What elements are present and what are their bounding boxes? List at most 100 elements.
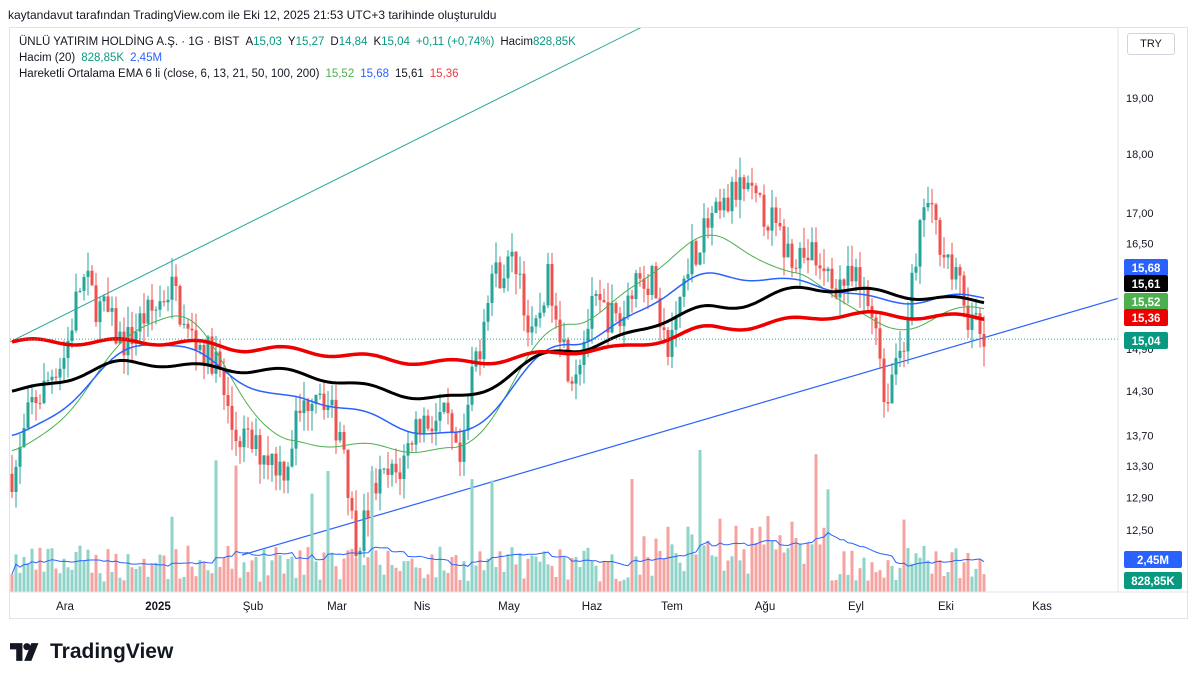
volume-bar [270,560,274,592]
volume-bar [442,570,446,592]
ema-indicator-name[interactable]: Hareketli Ortalama EMA 6 li (close, 6, 1… [19,68,320,80]
volume-bar [954,548,958,592]
volume-bar [54,568,58,592]
candle-body [146,299,150,324]
candle-body [354,510,358,557]
candle-body [530,326,534,333]
volume-bar [114,553,118,592]
candle-body [30,397,34,403]
candle-body [558,319,562,343]
volume-bar [714,556,718,592]
volume-bar [158,554,162,592]
candle-body [138,313,142,332]
symbol-title[interactable]: ÜNLÜ YATIRIM HOLDİNG A.Ş. · 1G · BIST [19,36,240,48]
candle-body [654,265,658,299]
price-tag-bg [1124,332,1168,349]
volume-bar [298,550,302,592]
candle-body [886,402,890,404]
candle-body [50,376,54,381]
candle-body [306,400,310,411]
candle-body [622,317,626,327]
volume-bar [630,479,634,592]
volume-bar [186,545,190,592]
candle-body [462,430,466,462]
volume-indicator-name[interactable]: Hacim (20) [19,52,76,64]
volume-bar [234,465,238,592]
y-tick-label: 17,00 [1126,208,1154,220]
ema-value-3: 15,61 [395,68,424,80]
candle-body [930,202,934,205]
volume-bar [166,578,170,592]
candle-body [866,287,870,307]
candle-body [350,497,354,511]
candle-body [658,298,662,328]
volume-bar [350,548,354,592]
candle-body [266,455,270,466]
volume-bar [930,573,934,592]
candle-body [682,278,686,297]
volume-bar [218,566,222,592]
currency-button[interactable]: TRY [1127,33,1175,55]
volume-bar [922,545,926,592]
volume-bar [870,562,874,592]
volume-bar [14,554,18,592]
candle-body [390,463,394,475]
volume-bar [198,559,202,592]
candle-body [510,251,514,257]
ema-value-4: 15,36 [429,68,459,80]
volume-bar [542,551,546,592]
candle-body [778,222,782,227]
candle-body [686,274,690,279]
volume-bar [398,570,402,592]
volume-bar [510,547,514,592]
candle-body [514,251,518,275]
volume-bar [302,574,306,592]
candle-body [298,410,302,414]
volume-bar [810,544,814,592]
volume-bar [910,563,914,592]
candle-body [690,241,694,275]
volume-ma-line [11,532,985,575]
candle-body [842,279,846,286]
candle-body [286,466,290,481]
candle-body [122,331,126,356]
volume-bar [654,538,658,592]
candle-body [914,266,918,273]
volume-label: Hacim [500,36,533,48]
volume-bar [690,534,694,592]
volume-bar [62,558,66,592]
volume-bar [914,553,918,592]
ema-slow-line [11,285,985,401]
y-tick-label: 12,50 [1126,525,1154,537]
candle-body [646,288,650,296]
price-tag-bg [1124,293,1168,310]
candle-body [446,402,450,414]
volume-bar [742,549,746,592]
volume-bar [582,550,586,592]
candle-body [94,285,98,323]
volume-bar [898,567,902,592]
candle-body [694,241,698,265]
tradingview-logo[interactable]: TradingView [10,640,173,664]
price-tag-label: 15,61 [1132,279,1161,291]
candle-body [906,320,910,352]
volume-bar [310,493,314,592]
candle-body [154,309,158,311]
candle-body [158,301,162,310]
candle-body [774,207,778,223]
candle-body [422,415,426,434]
candle-body [518,273,522,275]
candle-body [10,473,14,492]
volume-bar [882,577,886,592]
candle-body [162,301,166,303]
candle-body [578,365,582,375]
candle-body [926,202,930,208]
volume-bar [474,565,478,592]
volume-bar [58,573,62,592]
candle-body [26,402,30,428]
candle-body [98,301,102,323]
candle-body [506,256,510,279]
volume-bar [42,571,46,592]
candle-body [566,339,570,382]
